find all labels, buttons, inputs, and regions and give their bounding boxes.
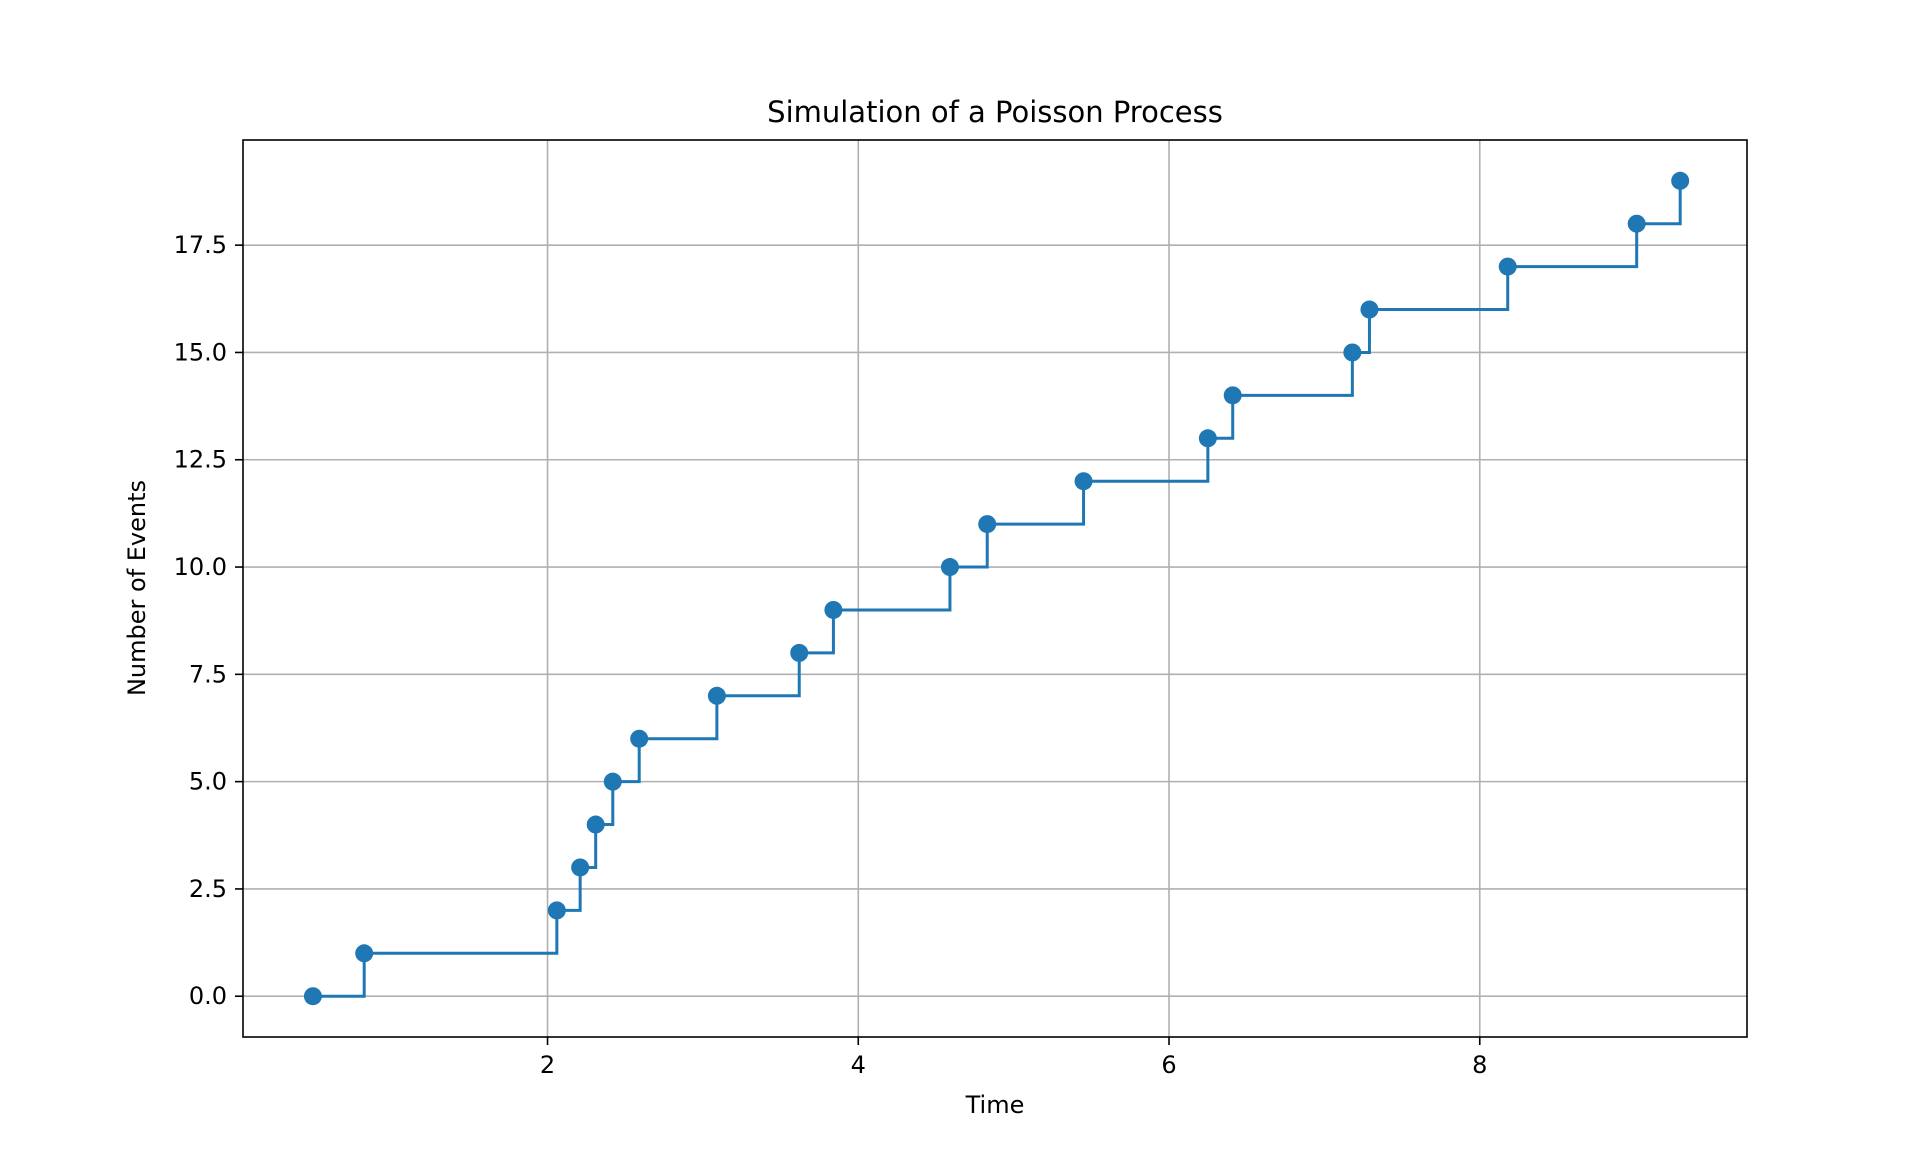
data-point-marker [1198, 429, 1217, 448]
x-tick-label: 2 [540, 1051, 555, 1079]
grid-lines [243, 140, 1747, 1037]
y-tick-label: 12.5 [174, 446, 227, 474]
data-point-marker [586, 815, 605, 834]
data-point-marker [790, 643, 809, 662]
data-point-marker [940, 558, 959, 577]
data-point-marker [1223, 386, 1242, 405]
y-tick-label: 7.5 [189, 660, 227, 688]
y-tick-label: 5.0 [189, 768, 227, 796]
data-point-marker [630, 729, 649, 748]
y-tick-label: 15.0 [174, 338, 227, 366]
data-point-marker [571, 858, 590, 877]
x-tick-label: 8 [1472, 1051, 1487, 1079]
y-tick-label: 10.0 [174, 553, 227, 581]
data-point-marker [1074, 472, 1093, 491]
data-point-marker [1671, 171, 1690, 190]
y-tick-label: 2.5 [189, 875, 227, 903]
axis-ticks: 2 4 6 8 0.0 2.5 5.0 7.5 10.0 12.5 15.0 17.5 [174, 231, 1488, 1079]
data-point-marker [603, 772, 622, 791]
data-point-marker [303, 987, 322, 1006]
plot-area-frame [242, 139, 1748, 1038]
data-point-marker [355, 944, 374, 963]
y-tick-label: 17.5 [174, 231, 227, 259]
data-point-marker [978, 515, 997, 534]
data-point-marker [1627, 214, 1646, 233]
x-tick-label: 6 [1161, 1051, 1176, 1079]
data-point-marker [707, 686, 726, 705]
chart-title: Simulation of a Poisson Process [767, 95, 1223, 129]
y-axis-label: Number of Events [123, 480, 151, 696]
x-tick-label: 4 [851, 1051, 866, 1079]
data-point-marker [547, 901, 566, 920]
data-point-marker [824, 600, 843, 619]
y-tick-label: 0.0 [189, 982, 227, 1010]
series-layer [303, 171, 1690, 1006]
data-point-marker [1498, 257, 1517, 276]
data-point-marker [1360, 300, 1379, 319]
x-axis-label: Time [965, 1091, 1025, 1119]
data-point-marker [1343, 343, 1362, 362]
